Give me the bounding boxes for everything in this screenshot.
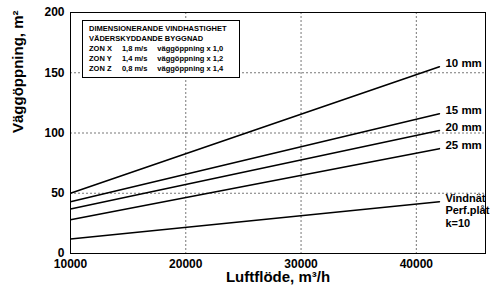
svg-text:200: 200 [44,5,64,19]
svg-text:40000: 40000 [400,257,434,271]
svg-text:15 mm: 15 mm [445,104,481,116]
html-text:ZON Y: ZON Y [89,54,112,63]
svg-text:10000: 10000 [53,257,88,271]
svg-text:20 mm: 20 mm [445,121,481,133]
html-text:VÄDERSKYDDANDE BYGGNAD: VÄDERSKYDDANDE BYGGNAD [89,34,204,43]
html-text:ZON Z: ZON Z [89,64,112,73]
svg-text:150: 150 [44,66,64,80]
html-text:1,8 m/s: 1,8 m/s [121,44,148,53]
html-text:väggöppning x 1,0: väggöppning x 1,0 [157,44,224,53]
svg-text:50: 50 [51,186,65,200]
html-text:väggöppning x 1,2: väggöppning x 1,2 [157,54,224,63]
svg-text:10 mm: 10 mm [445,57,481,69]
svg-text:20000: 20000 [169,257,203,271]
svg-text:Luftflöde, m³/h: Luftflöde, m³/h [226,268,330,285]
html-text:DIMENSIONERANDE VINDHASTIGHET: DIMENSIONERANDE VINDHASTIGHET [89,24,227,33]
html-text:1,4 m/s: 1,4 m/s [121,54,148,63]
svg-text:0: 0 [58,246,65,260]
svg-text:Väggöppning, m²: Väggöppning, m² [9,11,26,133]
svg-text:25 mm: 25 mm [445,139,481,151]
html-text:ZON X: ZON X [89,44,112,53]
svg-text:100: 100 [44,126,64,140]
html-text:väggöppning x 1,4: väggöppning x 1,4 [157,64,224,73]
svg-text:30000: 30000 [284,257,318,271]
html-text:0,8 m/s: 0,8 m/s [121,64,148,73]
svg-text:VindnätPerf.plåtk=10: VindnätPerf.plåtk=10 [445,192,489,229]
